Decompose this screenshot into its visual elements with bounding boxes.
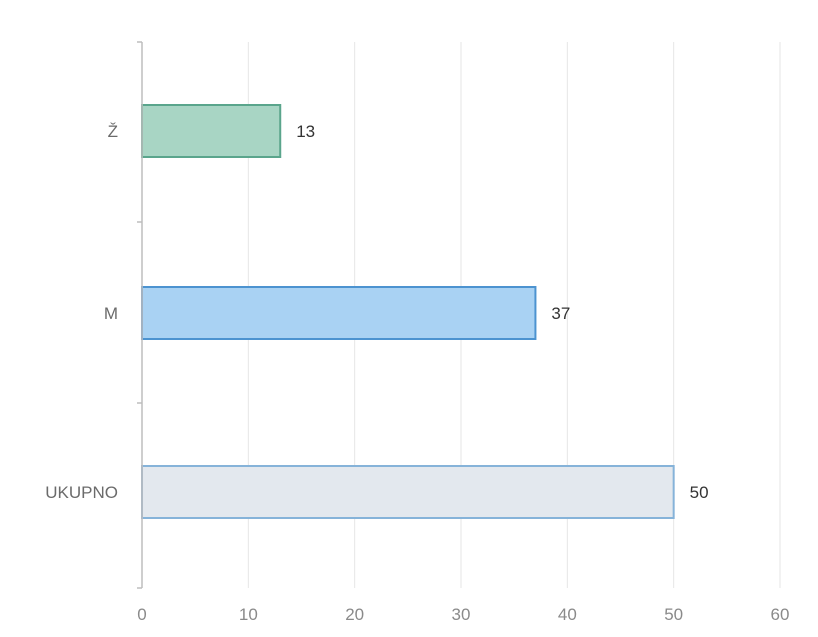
value-labels: 13 37 50 xyxy=(296,122,708,502)
x-tick-labels: 0 10 20 30 40 50 60 xyxy=(137,605,789,624)
x-tick-label: 10 xyxy=(239,605,258,624)
category-label: M xyxy=(104,304,118,323)
data-label: 37 xyxy=(551,304,570,323)
category-label: Ž xyxy=(108,122,118,141)
x-tick-label: 60 xyxy=(771,605,790,624)
bar-1 xyxy=(141,104,282,158)
x-tick-label: 0 xyxy=(137,605,146,624)
category-label: UKUPNO xyxy=(45,483,118,502)
bar-2 xyxy=(141,286,537,340)
x-tick-label: 40 xyxy=(558,605,577,624)
bars xyxy=(141,104,675,519)
data-label: 50 xyxy=(690,483,709,502)
x-tick-label: 30 xyxy=(452,605,471,624)
data-label: 13 xyxy=(296,122,315,141)
bar-3 xyxy=(141,465,675,519)
x-tick-label: 50 xyxy=(664,605,683,624)
category-labels: Ž M UKUPNO xyxy=(45,122,118,502)
x-tick-label: 20 xyxy=(345,605,364,624)
